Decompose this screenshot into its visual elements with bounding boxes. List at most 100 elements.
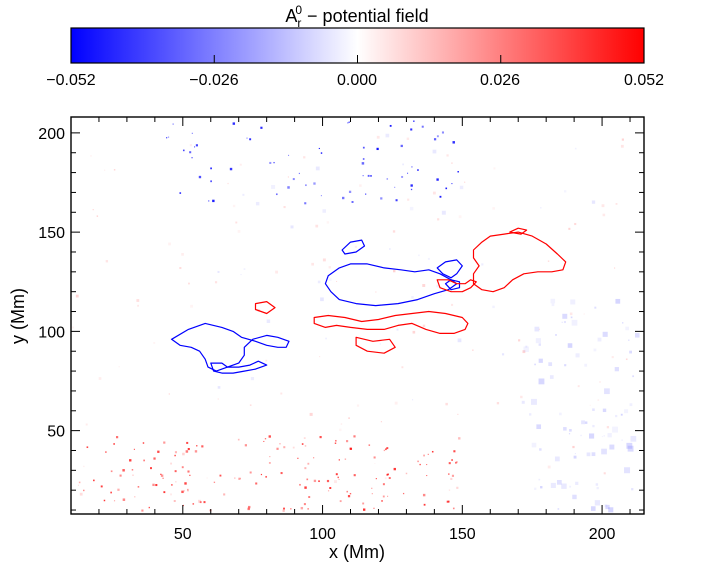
heatmap-cell: [374, 462, 376, 465]
heatmap-cell: [157, 450, 160, 453]
heatmap-cell: [307, 462, 310, 465]
heatmap-cell: [115, 436, 119, 439]
heatmap-cell: [217, 270, 220, 273]
heatmap-cell: [550, 298, 556, 304]
heatmap-cell: [195, 144, 198, 147]
heatmap-cell: [110, 470, 113, 473]
heatmap-cell: [589, 433, 595, 439]
heatmap-cell: [149, 467, 153, 470]
heatmap-cell: [348, 190, 352, 193]
heatmap-cell: [611, 356, 614, 359]
heatmap-cell: [599, 381, 601, 383]
heatmap-cell: [219, 474, 222, 477]
heatmap-cell: [525, 345, 528, 348]
heatmap-cell: [367, 174, 370, 177]
heatmap-cell: [410, 184, 413, 187]
heatmap-cell: [411, 166, 413, 168]
heatmap-cell: [375, 478, 377, 480]
heatmap-cell: [450, 477, 453, 480]
heatmap-cell: [621, 138, 624, 141]
heatmap-cell: [455, 461, 457, 464]
heatmap-cell: [601, 436, 603, 438]
heatmap-cell: [137, 304, 139, 307]
heatmap-cell: [335, 439, 337, 442]
heatmap-cell: [385, 133, 390, 138]
heatmap-cell: [634, 333, 640, 338]
heatmap-cell: [604, 504, 608, 508]
heatmap-cell: [338, 478, 340, 481]
heatmap-cell: [334, 442, 337, 444]
heatmap-cell: [183, 490, 185, 492]
heatmap-cell: [567, 343, 573, 348]
heatmap-cell: [540, 486, 543, 489]
heatmap-cell: [170, 462, 173, 465]
axis-tick-labels: 50 100 150 200 50 100 150 200: [38, 126, 615, 543]
heatmap-cell: [337, 476, 339, 479]
heatmap-cell: [388, 248, 391, 250]
colorbar-title-sub: r: [297, 16, 301, 30]
heatmap-cell: [283, 206, 286, 209]
x-tick-label: 50: [174, 526, 192, 543]
heatmap-cell: [571, 319, 578, 326]
heatmap-cell: [563, 427, 567, 431]
heatmap-cell: [292, 178, 295, 181]
heatmap-cell: [575, 353, 580, 358]
heatmap-cell: [208, 200, 210, 202]
heatmap-cell: [395, 199, 398, 202]
plot-background: [71, 117, 644, 514]
heatmap-cell: [570, 316, 573, 319]
heatmap-cell: [75, 294, 79, 298]
heatmap-cell: [548, 362, 553, 367]
colorbar-title-rest: − potential field: [302, 6, 429, 26]
heatmap-cell: [234, 477, 236, 479]
heatmap-cell: [276, 447, 279, 450]
heatmap-cell: [603, 435, 605, 437]
heatmap-cell: [342, 196, 345, 200]
heatmap-cell: [181, 253, 184, 256]
heatmap-cell: [348, 121, 350, 123]
heatmap-cell: [595, 483, 599, 486]
positive-contour: [254, 301, 276, 315]
heatmap-cell: [315, 166, 320, 171]
heatmap-cell: [155, 484, 158, 487]
heatmap-cell: [631, 488, 634, 491]
heatmap-cell: [141, 509, 144, 512]
heatmap-cell: [338, 459, 340, 461]
heatmap-cell: [427, 257, 430, 260]
heatmap-cell: [191, 157, 193, 159]
heatmap-cell: [439, 195, 442, 198]
heatmap-cell: [143, 459, 145, 462]
heatmap-cell: [238, 477, 241, 480]
heatmap-cell: [580, 434, 582, 437]
heatmap-cell: [188, 282, 190, 285]
heatmap-cell: [142, 442, 145, 444]
heatmap-cell: [168, 393, 170, 395]
heatmap-cell: [607, 433, 612, 438]
heatmap-cell: [160, 474, 164, 477]
y-axis-label: y (Mm): [8, 288, 28, 344]
heatmap-cell: [353, 435, 356, 438]
heatmap-cell: [626, 442, 633, 449]
heatmap-cell: [328, 266, 331, 269]
heatmap-cell: [304, 445, 307, 447]
heatmap-cell: [522, 350, 526, 354]
heatmap-cell: [604, 388, 610, 395]
heatmap-cell: [196, 445, 198, 447]
heatmap-cell: [520, 395, 523, 399]
heatmap-cell: [569, 312, 573, 316]
heatmap-cell: [287, 176, 289, 178]
heatmap-cell: [133, 448, 135, 450]
heatmap-cell: [96, 215, 99, 217]
heatmap-cell: [531, 398, 537, 405]
heatmap-cell: [536, 424, 542, 430]
heatmap-cell: [308, 496, 311, 498]
heatmap-cell: [437, 218, 440, 221]
heatmap-cell: [433, 138, 437, 141]
heatmap-cell: [297, 457, 299, 459]
heatmap-cell: [78, 481, 81, 484]
heatmap-cell: [625, 358, 628, 361]
heatmap-cell: [182, 452, 185, 456]
heatmap-cell: [564, 190, 567, 193]
heatmap-cell: [318, 480, 320, 483]
